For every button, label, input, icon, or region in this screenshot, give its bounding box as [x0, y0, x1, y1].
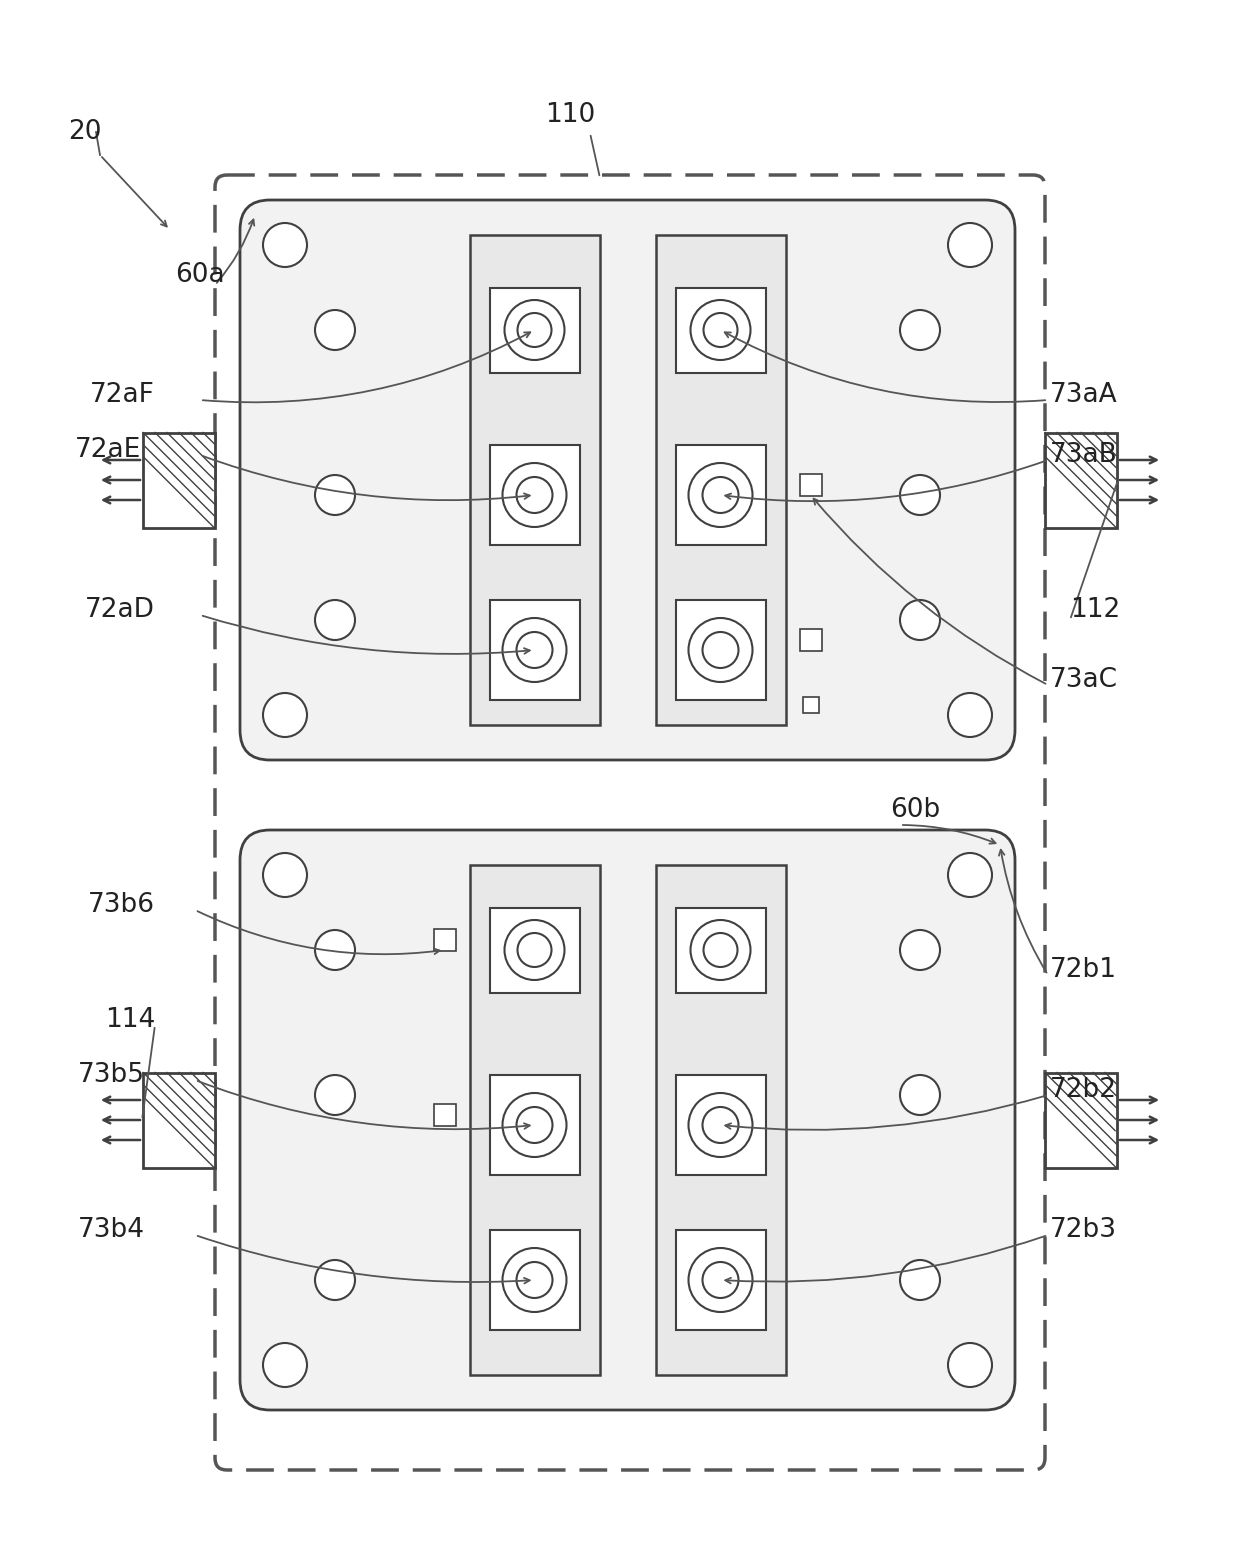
Circle shape — [703, 632, 739, 669]
Text: 72aD: 72aD — [86, 598, 155, 622]
Circle shape — [263, 1344, 308, 1387]
Text: 73b6: 73b6 — [88, 892, 155, 918]
Text: 73aB: 73aB — [1050, 443, 1117, 467]
Circle shape — [949, 853, 992, 896]
Text: 60b: 60b — [890, 797, 940, 824]
Circle shape — [505, 920, 564, 980]
Bar — [676, 1231, 765, 1330]
Circle shape — [517, 632, 553, 669]
Circle shape — [502, 1093, 567, 1156]
Circle shape — [688, 1248, 753, 1313]
FancyBboxPatch shape — [241, 830, 1016, 1410]
Circle shape — [949, 694, 992, 737]
Circle shape — [502, 1248, 567, 1313]
Bar — [143, 1073, 215, 1167]
Bar — [656, 235, 785, 724]
Text: 73b5: 73b5 — [78, 1062, 145, 1088]
Text: 114: 114 — [105, 1008, 155, 1033]
Circle shape — [517, 1262, 553, 1299]
Text: 72aE: 72aE — [74, 437, 141, 463]
Circle shape — [517, 933, 552, 968]
Bar — [490, 907, 579, 992]
Text: 110: 110 — [544, 102, 595, 128]
Text: 60a: 60a — [175, 262, 224, 288]
Bar — [656, 865, 785, 1375]
Bar — [800, 628, 821, 652]
Bar — [676, 601, 765, 700]
Bar — [1045, 432, 1117, 528]
Circle shape — [900, 1074, 940, 1115]
Text: 73b4: 73b4 — [78, 1217, 145, 1243]
Circle shape — [688, 1093, 753, 1156]
Circle shape — [900, 1260, 940, 1300]
Bar — [490, 1074, 579, 1175]
Circle shape — [703, 1262, 739, 1299]
Circle shape — [263, 694, 308, 737]
Bar — [434, 929, 455, 950]
Circle shape — [315, 310, 355, 350]
Circle shape — [315, 475, 355, 515]
Circle shape — [900, 601, 940, 639]
FancyBboxPatch shape — [241, 200, 1016, 760]
Circle shape — [900, 930, 940, 971]
Circle shape — [502, 618, 567, 683]
Text: 112: 112 — [1070, 598, 1120, 622]
Text: 72b3: 72b3 — [1050, 1217, 1117, 1243]
Bar — [1045, 1073, 1117, 1167]
Bar — [470, 865, 599, 1375]
Bar — [490, 601, 579, 700]
Bar — [800, 474, 821, 495]
Circle shape — [703, 477, 739, 512]
Bar — [802, 697, 818, 714]
Circle shape — [263, 223, 308, 266]
Circle shape — [949, 223, 992, 266]
Circle shape — [691, 920, 750, 980]
Circle shape — [949, 1344, 992, 1387]
Circle shape — [688, 618, 753, 683]
Bar — [676, 444, 765, 545]
Circle shape — [900, 475, 940, 515]
Bar — [490, 444, 579, 545]
Text: 73aA: 73aA — [1050, 382, 1117, 409]
Circle shape — [315, 1260, 355, 1300]
Text: 73aC: 73aC — [1050, 667, 1118, 694]
Bar — [143, 432, 215, 528]
Circle shape — [703, 313, 738, 347]
Text: 72b2: 72b2 — [1050, 1077, 1117, 1104]
Circle shape — [517, 1107, 553, 1142]
Circle shape — [505, 300, 564, 361]
Circle shape — [517, 477, 553, 512]
Bar — [490, 1231, 579, 1330]
Bar — [676, 907, 765, 992]
Circle shape — [315, 1074, 355, 1115]
Bar — [470, 235, 599, 724]
Circle shape — [263, 853, 308, 896]
Bar — [490, 288, 579, 373]
Circle shape — [691, 300, 750, 361]
Circle shape — [703, 933, 738, 968]
Bar — [434, 1104, 455, 1125]
Bar — [676, 288, 765, 373]
Text: 72aF: 72aF — [91, 382, 155, 409]
Circle shape — [517, 313, 552, 347]
Circle shape — [900, 310, 940, 350]
Circle shape — [502, 463, 567, 526]
Circle shape — [688, 463, 753, 526]
Circle shape — [703, 1107, 739, 1142]
Text: 20: 20 — [68, 119, 102, 146]
Circle shape — [315, 601, 355, 639]
Text: 72b1: 72b1 — [1050, 957, 1117, 983]
Bar — [676, 1074, 765, 1175]
Circle shape — [315, 930, 355, 971]
